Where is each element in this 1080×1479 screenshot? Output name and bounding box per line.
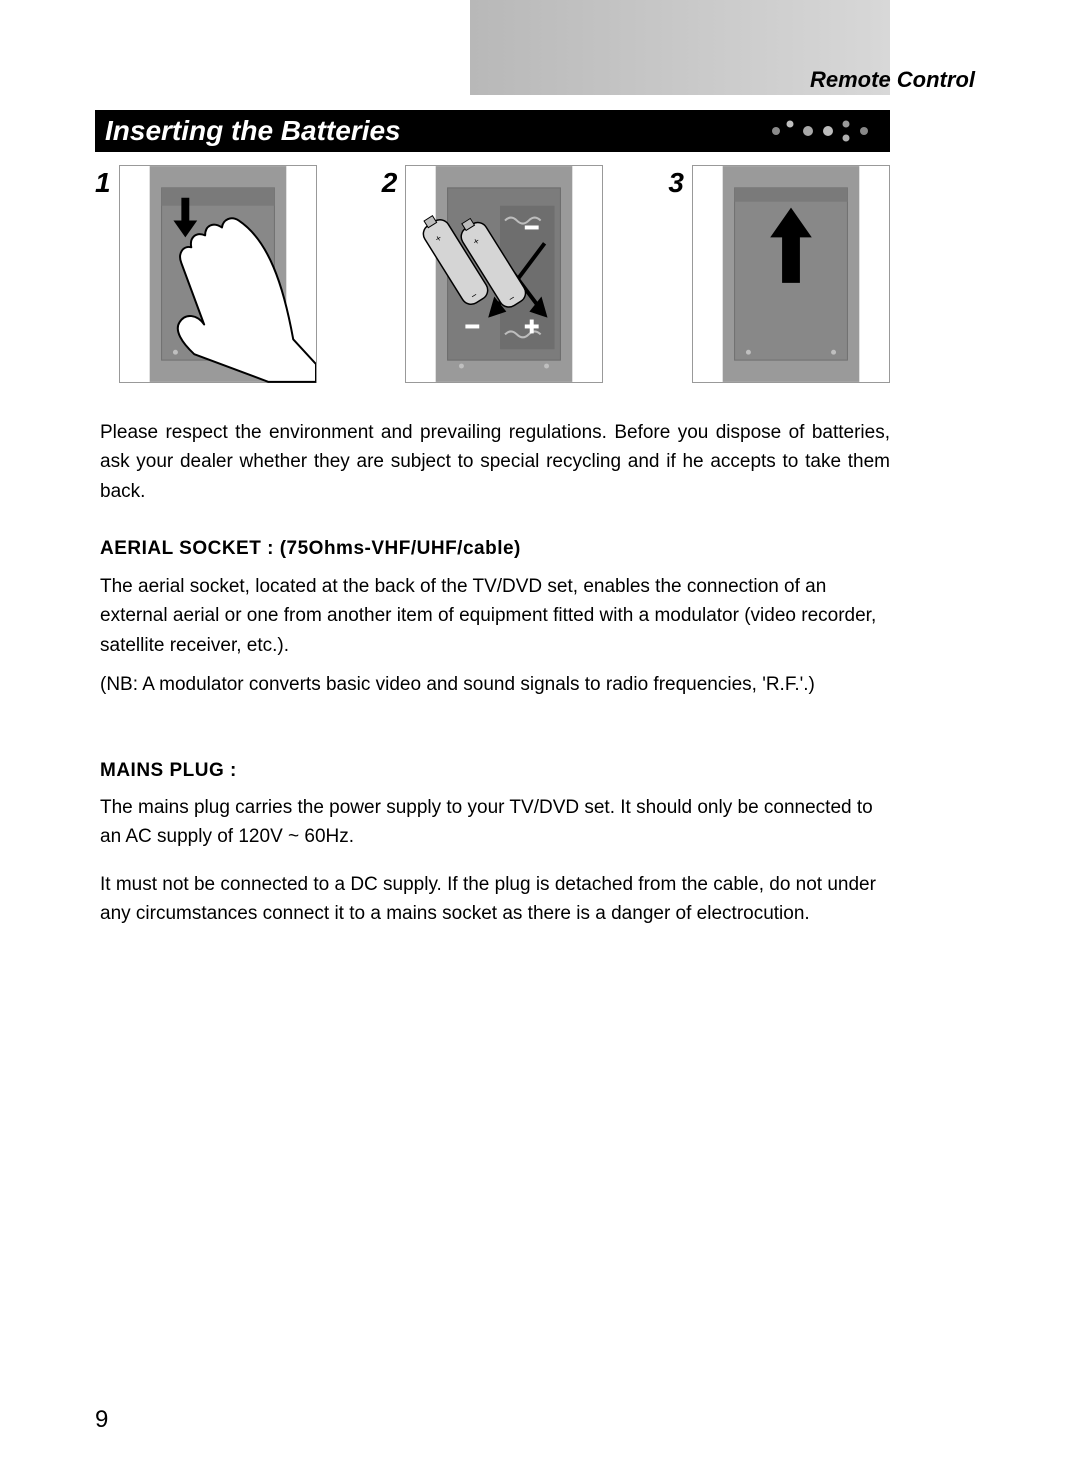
decorative-dots-icon <box>768 119 878 143</box>
aerial-p1: The aerial socket, located at the back o… <box>100 572 890 660</box>
page-number: 9 <box>95 1406 108 1434</box>
steps-row: 1 2 <box>95 165 890 383</box>
intro-paragraph: Please respect the environment and preva… <box>100 418 890 506</box>
title-bar: Inserting the Batteries <box>95 110 890 152</box>
step-1-diagram <box>119 165 317 383</box>
page: Remote Control Inserting the Batteries 1 <box>0 0 1080 1479</box>
step-2-diagram: + − + − <box>405 165 603 383</box>
step-number: 1 <box>95 167 111 199</box>
body-content: Please respect the environment and preva… <box>100 418 890 939</box>
section-label: Remote Control <box>810 67 975 93</box>
aerial-heading: AERIAL SOCKET : (75Ohms-VHF/UHF/cable) <box>100 534 890 563</box>
step-1: 1 <box>95 165 317 383</box>
step-number: 3 <box>668 167 684 199</box>
step-2: 2 <box>382 165 604 383</box>
step-3-diagram <box>692 165 890 383</box>
step-number: 2 <box>382 167 398 199</box>
aerial-p2: (NB: A modulator converts basic video an… <box>100 670 890 699</box>
mains-p1: The mains plug carries the power supply … <box>100 793 890 852</box>
mains-heading: MAINS PLUG : <box>100 756 890 785</box>
mains-p2: It must not be connected to a DC supply.… <box>100 870 890 929</box>
page-title: Inserting the Batteries <box>105 115 401 147</box>
step-3: 3 <box>668 165 890 383</box>
